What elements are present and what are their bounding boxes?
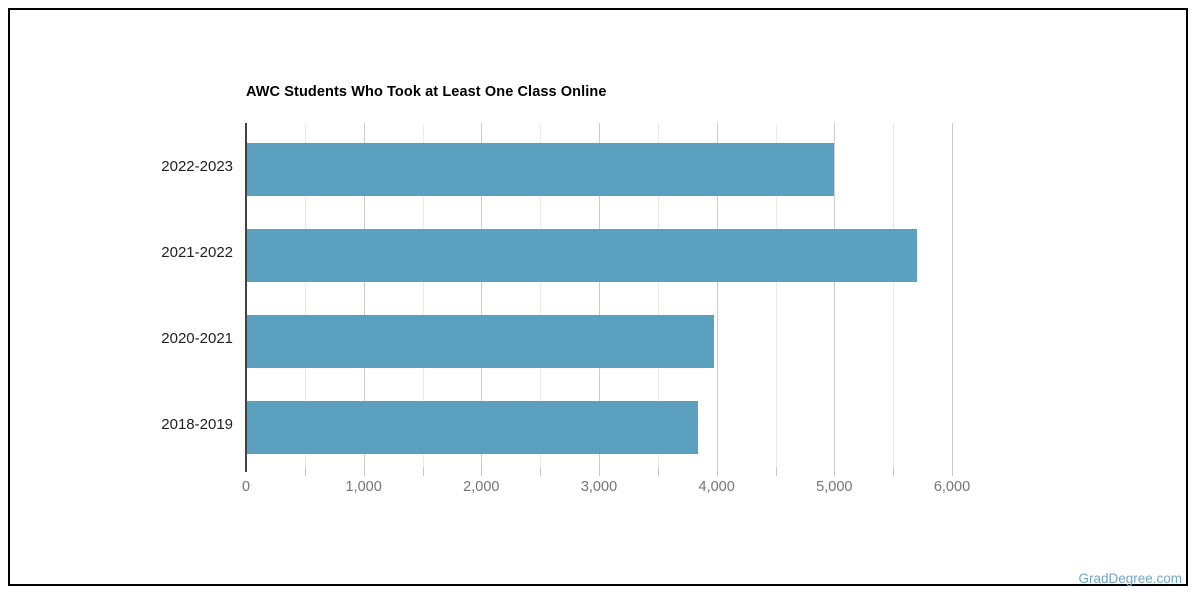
bar-2021-2022	[246, 228, 917, 282]
x-axis-label: 6,000	[933, 479, 971, 495]
minor-gridline	[893, 123, 895, 467]
watermark-link[interactable]: GradDegree.com	[1078, 571, 1182, 586]
x-axis-tick	[422, 467, 424, 476]
x-axis-tick	[893, 467, 895, 476]
x-axis-tick	[481, 467, 483, 476]
x-axis-ticks-group	[246, 467, 953, 477]
x-axis-tick	[952, 467, 953, 476]
x-axis-label: 1,000	[345, 479, 382, 495]
x-axis-label: 5,000	[816, 479, 853, 495]
major-gridline	[599, 123, 600, 467]
x-axis-label: 4,000	[698, 479, 735, 495]
chart-title: AWC Students Who Took at Least One Class…	[246, 84, 607, 100]
x-axis-tick	[304, 467, 306, 476]
minor-gridline	[304, 123, 306, 467]
y-axis-label: 2021-2022	[161, 243, 233, 261]
major-gridline	[834, 123, 836, 467]
minor-gridline	[775, 123, 777, 467]
major-gridline	[481, 123, 483, 467]
x-axis-tick	[363, 467, 365, 476]
x-axis-tick	[834, 467, 836, 476]
x-axis-label: 2,000	[463, 479, 500, 495]
x-axis-tick	[540, 467, 542, 476]
major-gridline	[952, 123, 953, 467]
minor-gridline	[422, 123, 424, 467]
x-axis-tick	[599, 467, 600, 476]
y-axis-labels-group: 2022-2023 2021-2022 2020-2021 2018-2019	[0, 123, 233, 467]
bar-2020-2021	[246, 314, 715, 368]
minor-gridline	[657, 123, 659, 467]
y-axis-line	[245, 123, 247, 472]
y-axis-label: 2018-2019	[161, 415, 233, 433]
x-axis-labels-group: 0 1,000 2,000 3,000 4,000 5,000 6,000	[242, 479, 1006, 497]
x-axis-label: 0	[241, 479, 251, 495]
x-axis-tick	[657, 467, 659, 476]
plot-area	[246, 123, 953, 467]
minor-gridline	[540, 123, 542, 467]
x-axis-label: 3,000	[580, 479, 618, 495]
x-axis-tick	[775, 467, 777, 476]
bar-2022-2023	[246, 142, 835, 196]
bar-2018-2019	[246, 400, 698, 454]
y-axis-label: 2020-2021	[161, 329, 233, 347]
major-gridline	[716, 123, 718, 467]
x-axis-tick	[716, 467, 718, 476]
major-gridline	[363, 123, 365, 467]
y-axis-label: 2022-2023	[161, 157, 233, 175]
